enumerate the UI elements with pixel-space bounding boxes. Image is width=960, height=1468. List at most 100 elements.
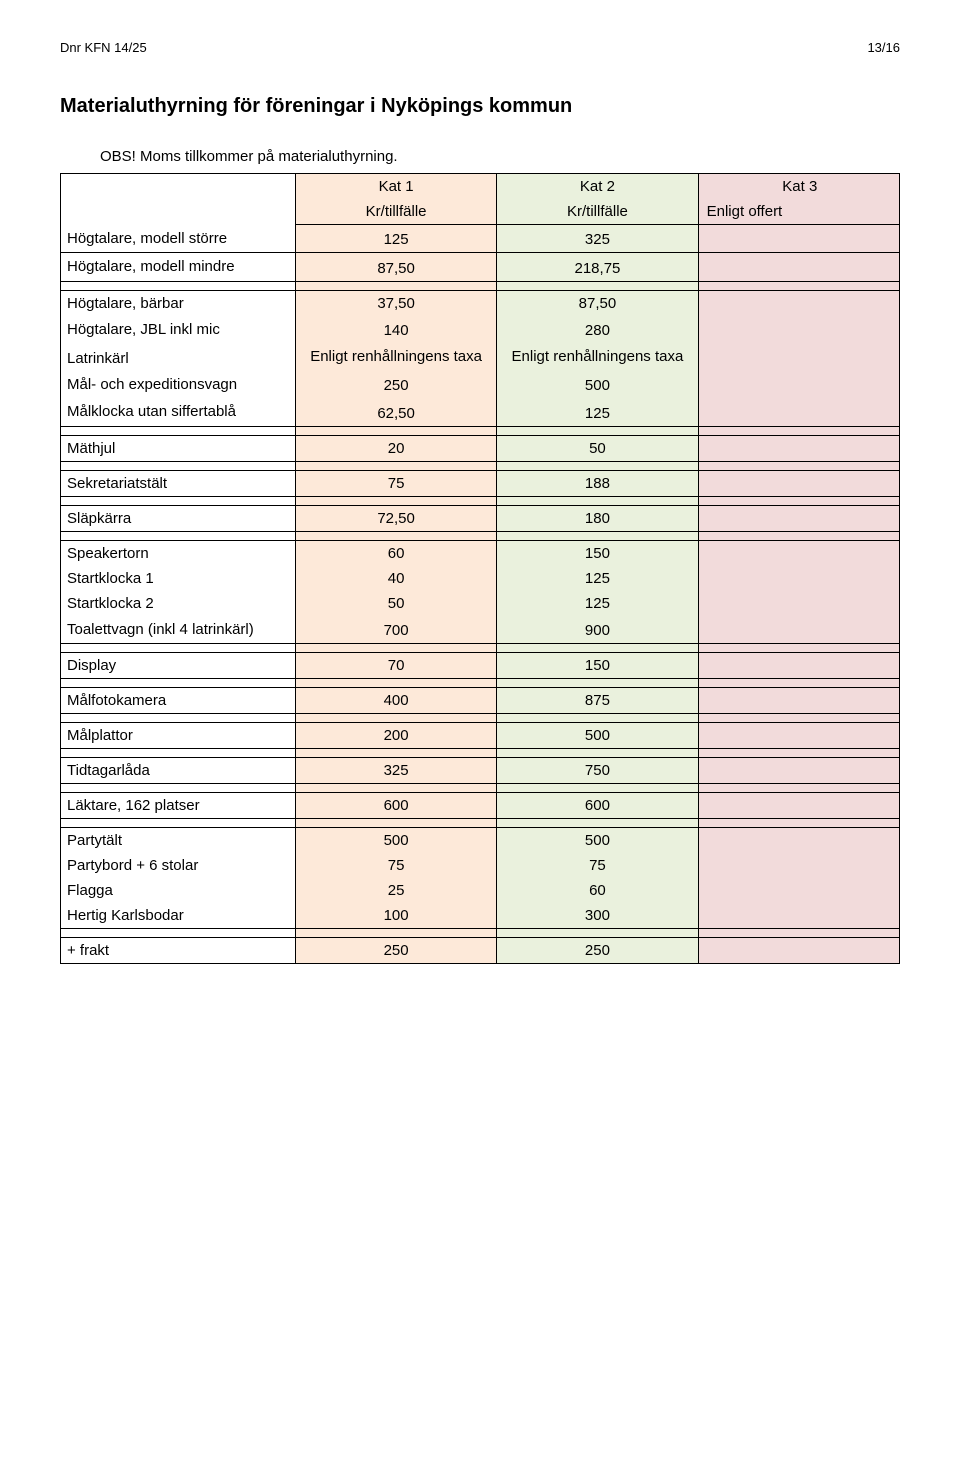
- col-kat2-sub: Kr/tillfälle: [497, 199, 698, 225]
- row-kat3: [698, 253, 899, 282]
- row-kat1: 70: [295, 653, 496, 679]
- row-kat2: 280: [497, 316, 698, 344]
- row-kat1: 700: [295, 616, 496, 644]
- row-label: Flagga: [61, 878, 296, 903]
- col-kat1-sub: Kr/tillfälle: [295, 199, 496, 225]
- row-kat3: [698, 343, 899, 371]
- row-kat3: [698, 793, 899, 819]
- row-kat2: 87,50: [497, 290, 698, 316]
- row-kat1: 62,50: [295, 398, 496, 426]
- row-label: Läktare, 162 platser: [61, 793, 296, 819]
- row-kat1: 60: [295, 540, 496, 566]
- row-label: Högtalare, modell mindre: [61, 253, 296, 282]
- row-label: Startklocka 2: [61, 591, 296, 616]
- row-kat3: [698, 470, 899, 496]
- row-kat3: [698, 290, 899, 316]
- row-label: Målklocka utan siffertablå: [61, 398, 296, 426]
- row-kat3: [698, 723, 899, 749]
- row-label: Tidtagarlåda: [61, 758, 296, 784]
- row-kat2: 125: [497, 591, 698, 616]
- row-kat3: [698, 828, 899, 854]
- row-kat3: [698, 225, 899, 253]
- row-kat2: 75: [497, 853, 698, 878]
- row-kat1: 72,50: [295, 505, 496, 531]
- row-kat3: [698, 878, 899, 903]
- row-kat1: 40: [295, 566, 496, 591]
- row-kat2: 250: [497, 938, 698, 964]
- row-kat3: [698, 540, 899, 566]
- col-kat3-sub: Enligt offert: [698, 199, 899, 225]
- row-kat2: 900: [497, 616, 698, 644]
- pricing-table: Kat 1 Kat 2 Kat 3 Kr/tillfälle Kr/tillfä…: [60, 173, 900, 964]
- row-kat2: 180: [497, 505, 698, 531]
- row-label: + frakt: [61, 938, 296, 964]
- row-kat3: [698, 316, 899, 344]
- row-label: Latrinkärl: [61, 343, 296, 371]
- row-kat1: 75: [295, 470, 496, 496]
- row-kat3: [698, 903, 899, 929]
- row-kat3: [698, 566, 899, 591]
- row-kat1: 20: [295, 435, 496, 461]
- row-kat2: 750: [497, 758, 698, 784]
- row-kat2: 218,75: [497, 253, 698, 282]
- doc-id: Dnr KFN 14/25: [60, 40, 147, 55]
- row-kat2: 60: [497, 878, 698, 903]
- row-kat2: Enligt renhållningens taxa: [497, 343, 698, 371]
- row-label: Startklocka 1: [61, 566, 296, 591]
- col-kat2-header: Kat 2: [497, 174, 698, 200]
- row-label: Högtalare, JBL inkl mic: [61, 316, 296, 344]
- row-kat3: [698, 853, 899, 878]
- row-kat2: 188: [497, 470, 698, 496]
- row-kat3: [698, 616, 899, 644]
- col-kat3-header: Kat 3: [698, 174, 899, 200]
- row-kat1: 87,50: [295, 253, 496, 282]
- row-kat1: 325: [295, 758, 496, 784]
- row-kat3: [698, 591, 899, 616]
- row-kat3: [698, 653, 899, 679]
- row-kat3: [698, 398, 899, 426]
- row-kat3: [698, 505, 899, 531]
- row-label: Mål- och expeditionsvagn: [61, 371, 296, 399]
- row-kat2: 875: [497, 688, 698, 714]
- row-kat1: 500: [295, 828, 496, 854]
- row-kat1: 250: [295, 938, 496, 964]
- row-kat1: 50: [295, 591, 496, 616]
- row-kat3: [698, 371, 899, 399]
- row-label: Partytält: [61, 828, 296, 854]
- row-kat3: [698, 758, 899, 784]
- row-label: Toalettvagn (inkl 4 latrinkärl): [61, 616, 296, 644]
- row-kat2: 125: [497, 566, 698, 591]
- row-label: Speakertorn: [61, 540, 296, 566]
- row-label: Målfotokamera: [61, 688, 296, 714]
- row-kat1: 200: [295, 723, 496, 749]
- row-label: Släpkärra: [61, 505, 296, 531]
- page-number: 13/16: [867, 40, 900, 55]
- row-kat1: 600: [295, 793, 496, 819]
- row-kat2: 300: [497, 903, 698, 929]
- row-kat2: 125: [497, 398, 698, 426]
- row-label: Sekretariatstält: [61, 470, 296, 496]
- row-label: Högtalare, modell större: [61, 225, 296, 253]
- row-kat3: [698, 938, 899, 964]
- row-kat1: 125: [295, 225, 496, 253]
- row-kat1: 25: [295, 878, 496, 903]
- page-title: Materialuthyrning för föreningar i Nyköp…: [60, 95, 900, 118]
- row-label: Display: [61, 653, 296, 679]
- row-label: Hertig Karlsbodar: [61, 903, 296, 929]
- row-kat1: 100: [295, 903, 496, 929]
- row-label: Partybord + 6 stolar: [61, 853, 296, 878]
- row-kat1: 75: [295, 853, 496, 878]
- row-kat1: 400: [295, 688, 496, 714]
- row-label: Målplattor: [61, 723, 296, 749]
- row-kat2: 150: [497, 653, 698, 679]
- col-kat1-header: Kat 1: [295, 174, 496, 200]
- row-kat2: 50: [497, 435, 698, 461]
- row-label: Mäthjul: [61, 435, 296, 461]
- row-kat2: 500: [497, 828, 698, 854]
- row-kat3: [698, 688, 899, 714]
- row-kat1: 140: [295, 316, 496, 344]
- row-kat1: 37,50: [295, 290, 496, 316]
- row-kat2: 600: [497, 793, 698, 819]
- row-kat2: 325: [497, 225, 698, 253]
- row-kat3: [698, 435, 899, 461]
